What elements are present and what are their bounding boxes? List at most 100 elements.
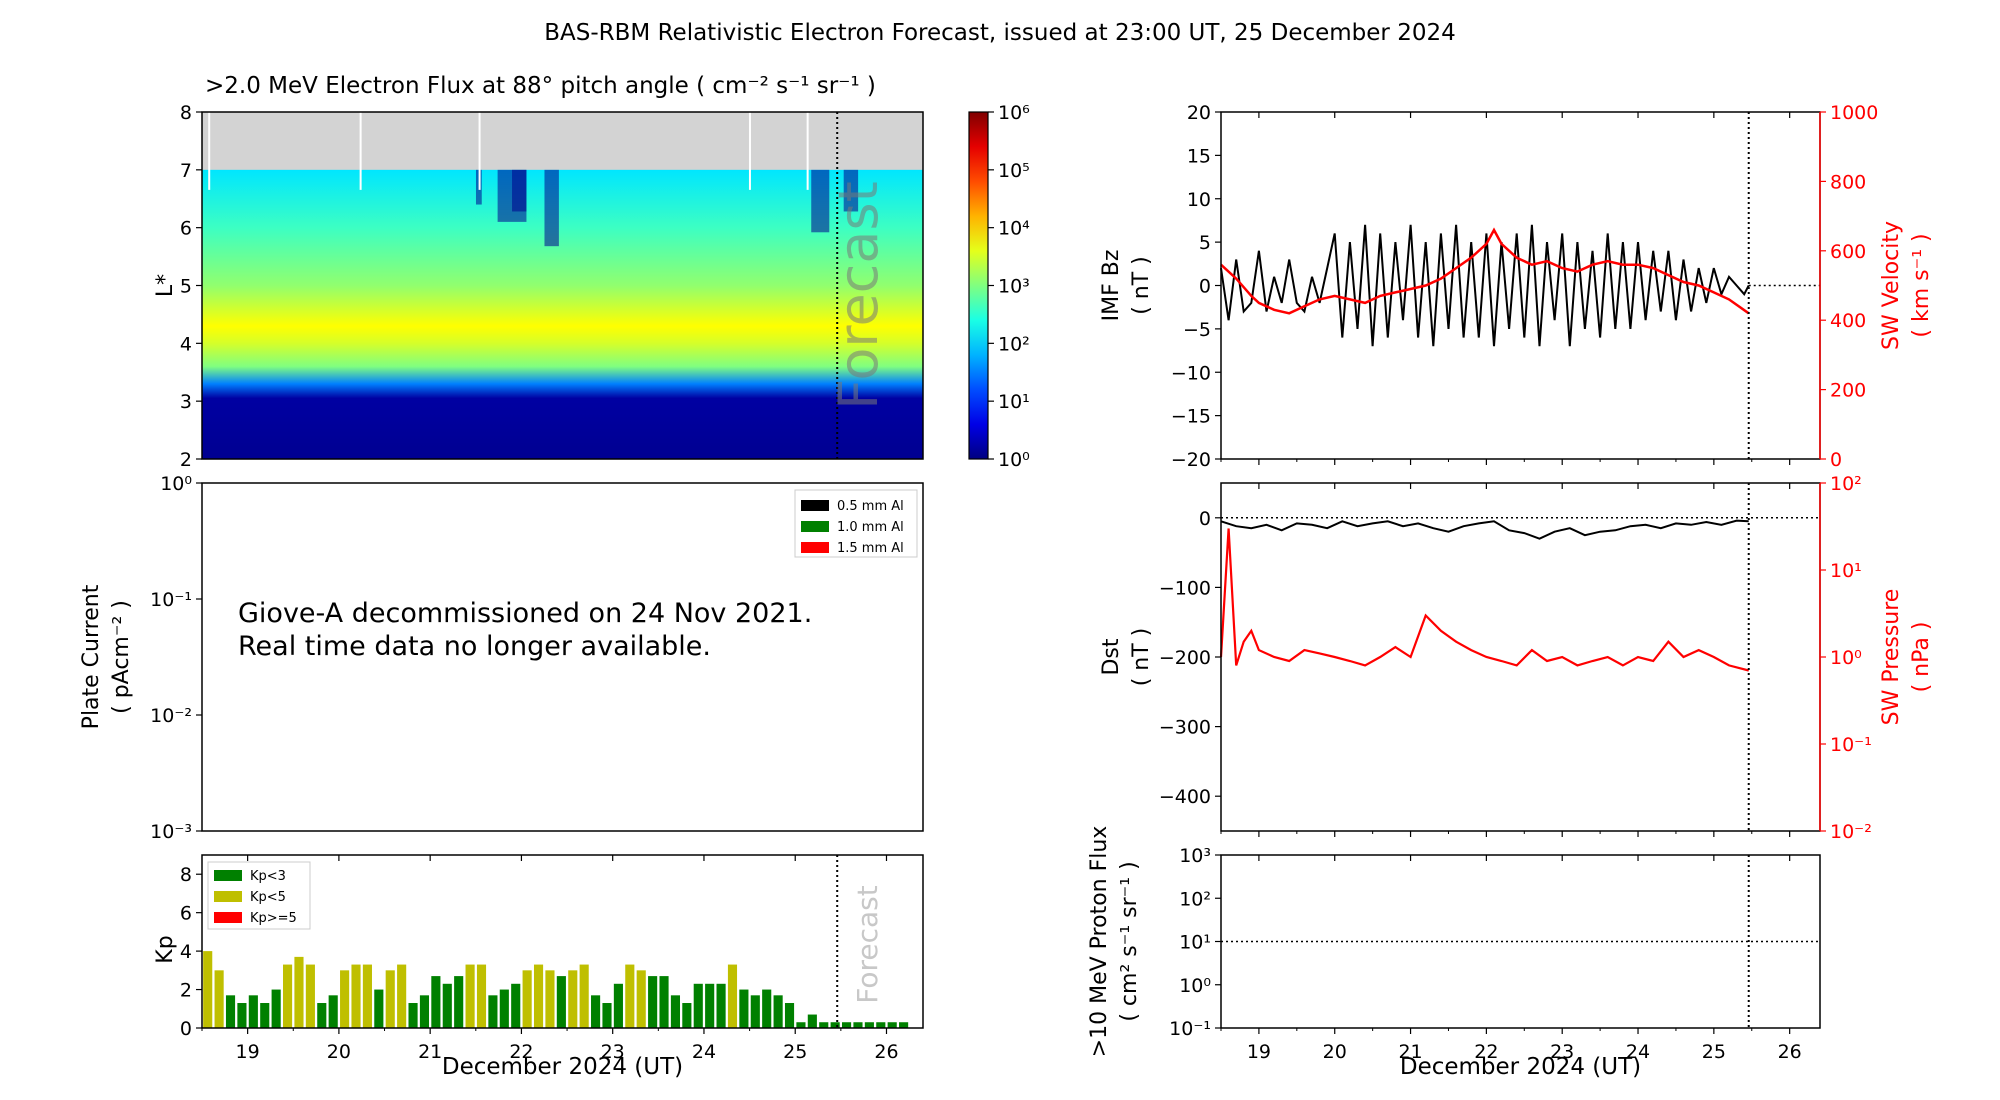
kp-bar [305,964,315,1028]
kp-bar [351,964,361,1028]
kp-legend-label: Kp>=5 [250,911,297,926]
kp-bar [670,995,681,1028]
kp-bar [876,1022,886,1028]
proton-ytick-label: 10¹ [1179,932,1211,954]
kp-bar [362,964,372,1028]
kp-bar [465,964,475,1028]
plate-ytick-label: 10⁻³ [150,821,192,843]
flux-forecast-label: Forecast [827,181,890,410]
dst-line [1220,519,1749,540]
kp-bar [784,1003,795,1028]
kp-ytick-label: 0 [180,1018,192,1040]
dst-ytick-label: −100 [1159,577,1211,599]
flux-ylabel: L* [153,274,178,297]
kp-ylabel: Kp [153,935,178,963]
plate-ytick-label: 10⁰ [160,473,192,495]
kp-bar [591,995,601,1028]
flux-dropout [843,169,859,212]
kp-legend-label: Kp<5 [250,890,286,905]
kp-bar [533,964,544,1028]
flux-ytick-label: 3 [180,391,192,413]
plate-legend-swatch [801,521,829,532]
kp-bar [762,989,772,1028]
kp-bar [716,983,726,1028]
imf-y2tick-label: 600 [1830,241,1866,263]
imf-ytick-label: −15 [1171,406,1211,428]
imf-ytick-label: 15 [1187,145,1211,167]
imf-y2tick-label: 200 [1830,380,1866,402]
kp-xlabel: December 2024 (UT) [442,1054,683,1080]
colorbar-tick-label: 10¹ [998,391,1030,413]
kp-bar [476,964,487,1028]
proton-ytick-label: 10² [1179,888,1211,910]
imf-ytick-label: −20 [1171,449,1211,471]
proton-ytick-label: 10³ [1179,845,1211,867]
imf-ytick-label: 10 [1187,189,1211,211]
kp-bar [248,995,258,1028]
kp-bar [545,970,555,1028]
kp-bar [602,1003,612,1028]
kp-bar [705,983,715,1028]
kp-xtick-label: 19 [236,1041,260,1063]
kp-bar [796,1022,806,1028]
kp-bar [739,989,749,1028]
kp-xtick-label: 26 [874,1041,898,1063]
proton-ytick-label: 10⁰ [1179,975,1211,997]
kp-bar [397,964,407,1028]
colorbar-tick-label: 10² [998,333,1030,355]
imf-y2tick-label: 0 [1830,449,1842,471]
kp-legend-swatch [214,870,242,881]
dst-y2tick-label: 10² [1830,473,1862,495]
colorbar-tick-label: 10⁶ [998,102,1030,124]
kp-bar [864,1022,874,1028]
proton-xtick-label: 22 [1474,1041,1498,1063]
sw-velocity-ylabel: SW Velocity( km s⁻¹ ) [1879,221,1934,350]
kp-bar [419,995,430,1028]
flux-dropout [544,169,559,247]
kp-bar [282,964,293,1028]
kp-bar [522,970,532,1028]
dst-frame [1220,482,1821,832]
kp-bar [648,976,658,1028]
kp-bar [203,951,213,1028]
kp-ytick-label: 6 [180,903,192,925]
kp-bar [340,970,350,1028]
kp-bar [511,983,521,1028]
kp-bar [271,989,281,1028]
kp-ytick-label: 8 [180,864,192,886]
sw-pressure-ylabel: SW Pressure( nPa ) [1879,589,1934,726]
kp-bar [225,995,236,1028]
kp-bar [750,995,760,1028]
kp-bar [499,989,509,1028]
dst-y2tick-label: 10⁻² [1830,821,1872,843]
dst-ytick-label: −200 [1159,647,1211,669]
colorbar-tick-label: 10⁰ [998,449,1030,471]
dst-y2tick-label: 10¹ [1830,560,1862,582]
imf-ytick-label: 20 [1187,102,1211,124]
imf-y2tick-label: 800 [1830,171,1866,193]
figure-title: BAS-RBM Relativistic Electron Forecast, … [544,20,1455,46]
kp-bar [899,1022,909,1028]
kp-bar [659,976,669,1028]
flux-ytick-label: 8 [180,102,192,124]
imf-ytick-label: 0 [1199,276,1211,298]
plate-frame [201,482,924,832]
kp-legend-swatch [214,891,242,902]
kp-xtick-label: 22 [509,1041,533,1063]
proton-xtick-label: 24 [1626,1041,1650,1063]
kp-bar [214,970,224,1028]
kp-bar [431,976,441,1028]
kp-xtick-label: 25 [783,1041,807,1063]
dst-y2tick-label: 10⁰ [1830,647,1862,669]
dst-ytick-label: −400 [1159,786,1211,808]
kp-bar [260,1003,270,1028]
kp-xtick-label: 20 [327,1041,351,1063]
flux-title: >2.0 MeV Electron Flux at 88° pitch angl… [205,73,876,99]
plate-ytick-label: 10⁻¹ [150,589,192,611]
sw-pressure-line [1219,528,1749,672]
kp-bar [819,1022,829,1028]
kp-bar [842,1022,852,1028]
kp-xtick-label: 24 [692,1041,716,1063]
dst-y2tick-label: 10⁻¹ [1830,734,1872,756]
